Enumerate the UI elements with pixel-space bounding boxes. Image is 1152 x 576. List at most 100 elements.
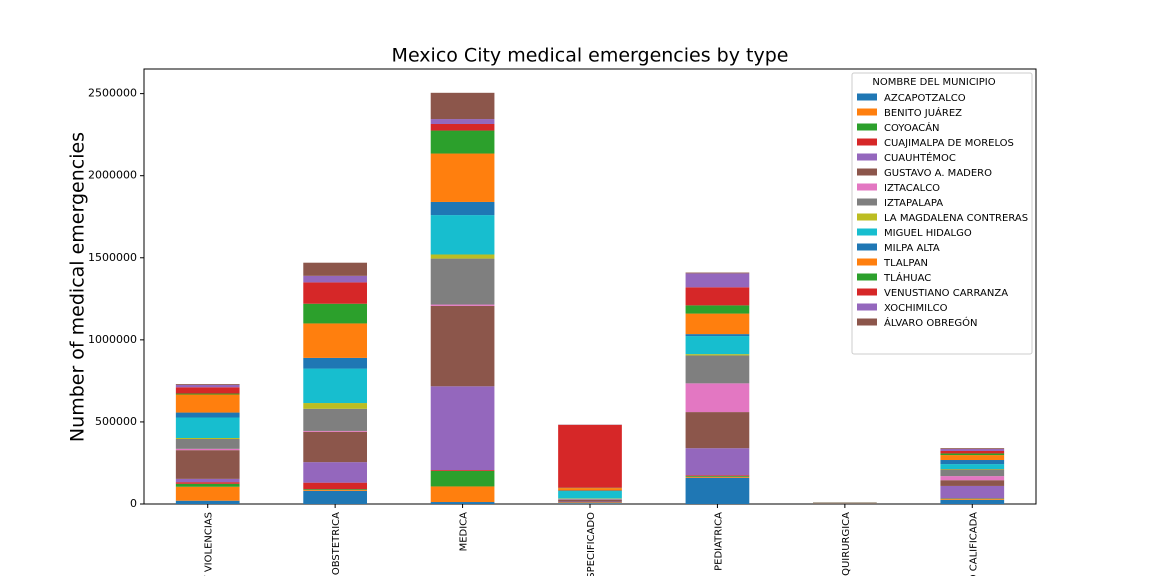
legend-swatch xyxy=(857,183,877,191)
legend-swatch xyxy=(857,108,877,116)
x-tick-label: MEDICA xyxy=(459,512,470,552)
bar-segment xyxy=(940,476,1005,481)
bar-segment xyxy=(430,470,495,487)
y-tick-label: 2000000 xyxy=(88,169,137,182)
bar-segment xyxy=(175,478,240,483)
x-tick-label: O CALIFICADA xyxy=(968,512,979,576)
y-axis-label: Number of medical emergencies xyxy=(67,132,89,442)
bar-segment xyxy=(303,482,367,490)
legend-label: COYOACÁN xyxy=(884,121,940,134)
bar-segment xyxy=(303,357,367,369)
x-tick-label: QUIRURGICA xyxy=(841,512,852,576)
bar-segment xyxy=(940,455,1005,461)
bar-segment xyxy=(940,499,1005,504)
bar-segment xyxy=(685,476,750,478)
bar-segment xyxy=(430,258,495,305)
y-tick-label: 0 xyxy=(130,497,137,510)
legend-label: TLÁHUAC xyxy=(883,271,931,284)
bar-segment xyxy=(685,355,750,384)
bar-segment xyxy=(175,483,240,487)
legend-swatch xyxy=(857,243,877,251)
bar-segment xyxy=(175,412,240,418)
bar-segment xyxy=(685,476,750,477)
bar-segment xyxy=(558,488,622,491)
bar-segment xyxy=(558,491,622,499)
bar-segment xyxy=(685,287,750,306)
bar-segment xyxy=(430,215,495,255)
y-tick-label: 1000000 xyxy=(88,333,137,346)
bar-segment xyxy=(940,450,1005,454)
bar-segment xyxy=(303,462,367,483)
bar-segment xyxy=(303,408,367,431)
legend-label: GUSTAVO A. MADERO xyxy=(884,168,992,179)
legend-swatch xyxy=(857,318,877,326)
bar-segment xyxy=(940,453,1005,456)
bar-segment xyxy=(685,336,750,355)
bar-segment xyxy=(685,412,750,449)
bar-segment xyxy=(685,475,750,477)
legend-swatch xyxy=(857,258,877,266)
bar-segment xyxy=(940,480,1005,486)
bar-segment xyxy=(430,386,495,471)
legend-label: MILPA ALTA xyxy=(884,243,940,254)
bar-segment xyxy=(430,130,495,154)
bar-segment xyxy=(303,489,367,491)
bar-segment xyxy=(175,438,240,449)
bar-segment xyxy=(685,334,750,337)
bar-segment xyxy=(175,450,240,479)
legend-title: NOMBRE DEL MUNICIPIO xyxy=(872,77,995,88)
bar-segment xyxy=(175,500,240,504)
legend-label: BENITO JUÁREZ xyxy=(884,106,962,119)
bar-segment xyxy=(430,502,495,504)
bar-segment xyxy=(558,503,622,504)
bar-segment xyxy=(175,393,240,395)
legend-swatch xyxy=(857,168,877,176)
bar-segment xyxy=(430,470,495,471)
bar-segment xyxy=(940,499,1005,500)
legend-swatch xyxy=(857,123,877,131)
legend-swatch xyxy=(857,228,877,236)
bar-segment xyxy=(558,424,622,488)
bar-segment xyxy=(303,490,367,504)
bar-segment xyxy=(685,354,750,356)
legend-label: MIGUEL HIDALGO xyxy=(884,228,972,239)
bar-segment xyxy=(430,305,495,387)
x-tick-label: PEDIATRICA xyxy=(713,512,724,571)
bar-segment xyxy=(303,368,367,404)
bar-segment xyxy=(175,394,240,413)
x-tick-label: Y VIOLENCIAS xyxy=(204,512,215,576)
bar-segment xyxy=(685,272,750,274)
legend-box xyxy=(851,72,1033,355)
legend-swatch xyxy=(857,213,877,221)
bar-segment xyxy=(175,384,240,388)
bar-segment xyxy=(303,275,367,283)
legend-label: AZCAPOTZALCO xyxy=(884,93,966,104)
legend-label: LA MAGDALENA CONTRERAS xyxy=(884,213,1028,224)
bar-segment xyxy=(303,282,367,304)
bar-segment xyxy=(940,448,1005,450)
legend-label: VENUSTIANO CARRANZA xyxy=(884,288,1008,299)
y-tick-label: 2500000 xyxy=(88,87,137,100)
bar-segment xyxy=(940,449,1005,451)
bar-segment xyxy=(685,477,750,504)
legend-label: IZTAPALAPA xyxy=(884,198,943,209)
bar-segment xyxy=(175,482,240,484)
bar-segment xyxy=(303,431,367,463)
bar-segment xyxy=(940,469,1005,477)
bar-segment xyxy=(685,273,750,288)
legend-label: IZTACALCO xyxy=(884,183,940,194)
bar-segment xyxy=(685,448,750,476)
bar-segment xyxy=(303,403,367,409)
bar-segment xyxy=(303,303,367,324)
bar-segment xyxy=(685,313,750,335)
bar-segment xyxy=(303,430,367,432)
bar-segment xyxy=(430,123,495,131)
bar-segment xyxy=(940,464,1005,470)
legend-label: CUAJIMALPA DE MORELOS xyxy=(884,138,1014,149)
legend-swatch xyxy=(857,288,877,296)
x-tick-label: SPECIFICADO xyxy=(586,512,597,576)
bar-segment xyxy=(175,486,240,501)
legend-label: ÁLVARO OBREGÓN xyxy=(884,316,977,329)
bar-segment xyxy=(430,254,495,259)
legend-swatch xyxy=(857,138,877,146)
